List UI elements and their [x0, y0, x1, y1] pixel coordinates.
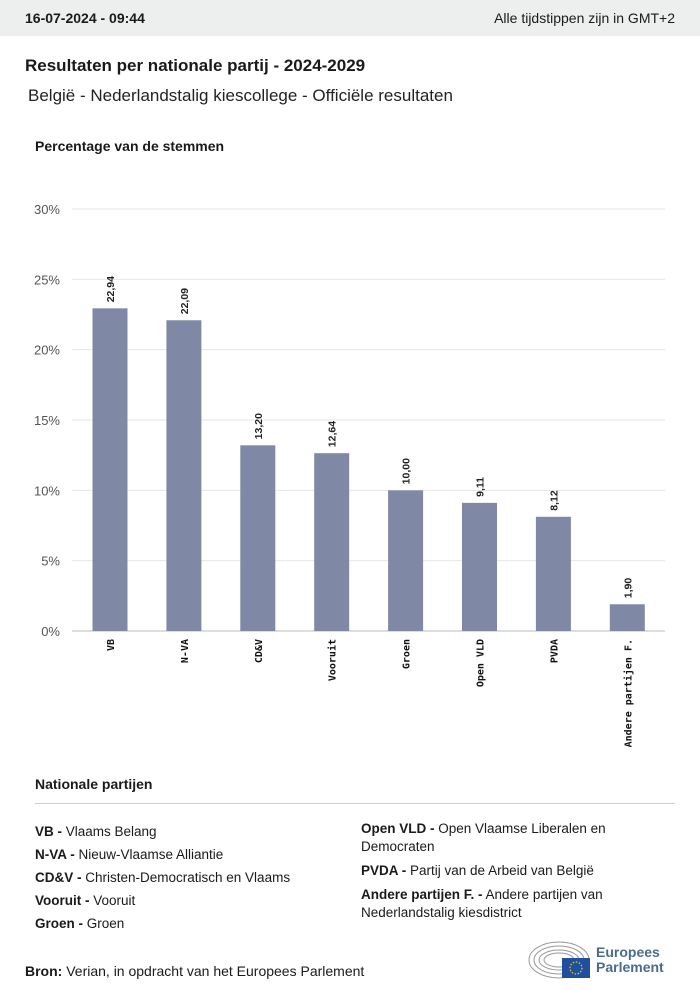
- bar: [92, 308, 128, 631]
- y-tick-label: 10%: [34, 483, 60, 498]
- top-bar: 16-07-2024 - 09:44 Alle tijdstippen zijn…: [0, 0, 700, 36]
- datetime: 16-07-2024 - 09:44: [25, 10, 145, 26]
- x-tick-label: PVDA: [549, 639, 560, 663]
- legend-column-1: VB - Vlaams Belang N-VA - Nieuw-Vlaamse A…: [35, 820, 335, 935]
- parliament-logo-icon: [528, 941, 590, 979]
- y-axis-label: Percentage van de stemmen: [35, 138, 225, 154]
- x-tick-label: Groen: [402, 639, 413, 669]
- legend-item: VB - Vlaams Belang: [35, 820, 335, 843]
- x-tick-label: N-VA: [180, 639, 191, 663]
- x-tick-label: Andere partijen F.: [622, 639, 634, 747]
- legend-abbr: Groen -: [35, 916, 84, 931]
- bar: [388, 490, 424, 631]
- x-tick-label: Vooruit: [327, 639, 339, 681]
- legend-abbr: Open VLD -: [361, 821, 435, 836]
- legend-abbr: PVDA -: [361, 863, 407, 878]
- source-label: Bron:: [25, 963, 63, 979]
- y-tick-label: 25%: [34, 272, 60, 287]
- legend-abbr: CD&V -: [35, 870, 82, 885]
- legend-item: Open VLD - Open Vlaamse Liberalen en Dem…: [361, 820, 651, 856]
- bar: [609, 604, 645, 631]
- legend-item: Andere partijen F. - Andere partijen van…: [361, 886, 651, 922]
- page-subtitle: België - Nederlandstalig kiescollege - O…: [28, 86, 453, 105]
- y-tick-label: 30%: [34, 202, 60, 217]
- european-parliament-logo: Europees Parlement: [528, 940, 664, 980]
- legend-name: Christen-Democratisch en Vlaams: [81, 870, 291, 885]
- legend-abbr: Vooruit -: [35, 893, 90, 908]
- data-label: 12,64: [327, 421, 339, 447]
- y-tick-label: 20%: [34, 343, 60, 358]
- bar: [462, 502, 497, 631]
- divider: [35, 803, 675, 804]
- data-label: 9,11: [475, 477, 487, 497]
- legend-item: CD&V - Christen-Democratisch en Vlaams: [35, 866, 335, 889]
- page-title: Resultaten per nationale partij - 2024-2…: [25, 56, 366, 75]
- logo-line2: Parlement: [596, 959, 664, 975]
- bar-chart: 0% 5% 10% 15% 20% 25% 30% 22,94 VB 22,09 N-VA 13,20…: [34, 202, 665, 747]
- legend-abbr: VB -: [35, 824, 62, 839]
- logo-line1: Europees: [596, 944, 660, 960]
- x-tick-label: Open VLD: [476, 639, 487, 687]
- legend-title: Nationale partijen: [35, 776, 153, 792]
- y-tick-label: 5%: [41, 554, 60, 569]
- legend-item: Vooruit - Vooruit: [35, 889, 335, 912]
- x-tick-label: CD&V: [254, 639, 265, 663]
- source-text: Verian, in opdracht van het Europees Par…: [66, 963, 365, 979]
- legend-item: PVDA - Partij van de Arbeid van België: [361, 862, 651, 880]
- legend-column-2: Open VLD - Open Vlaamse Liberalen en Dem…: [361, 820, 651, 928]
- data-label: 13,20: [253, 413, 265, 439]
- legend-name: Groen: [83, 916, 125, 931]
- y-tick-label: 0%: [41, 624, 60, 639]
- bar: [240, 445, 276, 631]
- legend-name: Vlaams Belang: [62, 824, 157, 839]
- data-label: 10,00: [401, 458, 413, 484]
- data-label: 8,12: [548, 490, 560, 511]
- x-tick-label: VB: [106, 639, 117, 651]
- bar: [535, 516, 571, 631]
- legend-name: Vooruit: [89, 893, 136, 908]
- legend-name: Partij van de Arbeid van België: [406, 863, 594, 878]
- legend-item: Groen - Groen: [35, 912, 335, 935]
- legend-name: Nieuw-Vlaamse Alliantie: [74, 847, 224, 862]
- bar: [166, 320, 202, 631]
- y-tick-label: 15%: [34, 413, 60, 428]
- legend-abbr: N-VA -: [35, 847, 75, 862]
- legend-item: N-VA - Nieuw-Vlaamse Alliantie: [35, 843, 335, 866]
- data-label: 1,90: [622, 578, 634, 599]
- data-label: 22,94: [105, 276, 117, 302]
- data-label: 22,09: [179, 288, 191, 314]
- legend-name: Open Vlaamse Liberalen en Democraten: [361, 821, 606, 854]
- timezone-note: Alle tijdstippen zijn in GMT+2: [494, 10, 675, 26]
- source: Bron: Verian, in opdracht van het Europe…: [25, 963, 364, 979]
- legend-name: Andere partijen van Nederlandstalig kies…: [361, 887, 603, 920]
- legend-abbr: Andere partijen F. -: [361, 887, 483, 902]
- bar: [314, 453, 350, 631]
